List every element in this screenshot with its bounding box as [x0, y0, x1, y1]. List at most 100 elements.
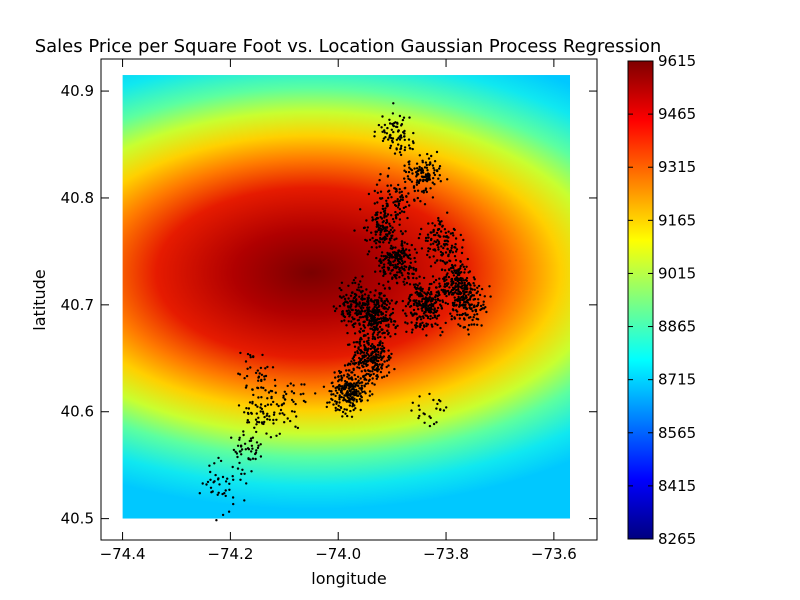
scatter-point [242, 433, 245, 437]
scatter-point [392, 102, 395, 105]
scatter-point [382, 207, 385, 211]
scatter-point [372, 356, 376, 360]
scatter-point [361, 329, 365, 333]
scatter-point [359, 311, 362, 314]
scatter-point [253, 426, 256, 429]
scatter-point [351, 387, 355, 391]
scatter-point [417, 169, 420, 172]
scatter-point [467, 293, 470, 296]
scatter-point [247, 412, 250, 416]
scatter-point [251, 436, 255, 439]
scatter-point [282, 396, 285, 399]
scatter-point [277, 404, 280, 408]
scatter-point [407, 177, 410, 180]
scatter-point [396, 121, 399, 125]
scatter-point [231, 496, 235, 499]
scatter-point [443, 283, 447, 286]
scatter-point [418, 178, 422, 182]
scatter-point [372, 361, 375, 364]
scatter-point [356, 351, 359, 355]
scatter-point [448, 286, 451, 289]
scatter-point [428, 415, 431, 418]
scatter-point [438, 299, 442, 302]
scatter-point [442, 290, 445, 293]
scatter-point [359, 400, 363, 403]
scatter-point [458, 313, 461, 317]
scatter-point [436, 243, 439, 247]
scatter-point [426, 239, 429, 243]
scatter-point [420, 300, 424, 303]
scatter-point [346, 373, 349, 376]
scatter-point [443, 279, 446, 283]
scatter-point [466, 313, 469, 316]
scatter-point [370, 357, 373, 360]
scatter-point [394, 204, 398, 208]
scatter-point [488, 285, 491, 288]
scatter-point [215, 519, 218, 522]
scatter-point [382, 137, 386, 140]
scatter-point [410, 321, 413, 324]
scatter-point [343, 408, 346, 411]
scatter-point [408, 249, 411, 252]
scatter-point [350, 385, 353, 388]
scatter-point [373, 130, 376, 133]
scatter-point [375, 221, 379, 224]
scatter-point [420, 288, 423, 291]
scatter-point [477, 298, 480, 301]
scatter-point [380, 358, 383, 361]
scatter-point [468, 298, 472, 301]
scatter-point [439, 408, 442, 411]
scatter-point [460, 251, 464, 255]
scatter-point [381, 197, 384, 200]
scatter-point [387, 358, 391, 361]
scatter-point [361, 275, 364, 278]
scatter-point [371, 216, 374, 219]
scatter-point [425, 166, 429, 169]
scatter-point [451, 231, 454, 235]
scatter-point [453, 246, 456, 249]
scatter-point [421, 161, 424, 164]
scatter-point [465, 265, 468, 268]
scatter-point [396, 198, 399, 201]
scatter-point [469, 287, 472, 290]
colorbar-tick-label: 8865 [658, 318, 696, 336]
scatter-point [345, 300, 348, 304]
scatter-point [369, 298, 372, 302]
scatter-point [340, 395, 343, 399]
scatter-point [243, 411, 246, 414]
scatter-point [427, 177, 430, 180]
scatter-point [273, 378, 277, 382]
scatter-point [237, 404, 241, 407]
scatter-point [345, 391, 349, 394]
scatter-point [418, 165, 421, 169]
scatter-point [392, 130, 395, 134]
scatter-point [367, 353, 370, 356]
scatter-point [348, 300, 352, 303]
scatter-point [447, 268, 451, 271]
scatter-point [392, 122, 396, 125]
scatter-point [456, 288, 460, 291]
scatter-point [388, 237, 392, 240]
scatter-point [274, 384, 277, 387]
scatter-point [460, 295, 463, 299]
scatter-point [377, 331, 380, 334]
scatter-point [446, 247, 449, 251]
scatter-point [473, 288, 476, 291]
scatter-point [391, 226, 394, 229]
scatter-point [245, 374, 249, 378]
scatter-point [335, 386, 338, 389]
scatter-point [400, 210, 404, 213]
scatter-point [347, 309, 350, 312]
scatter-point [353, 345, 357, 348]
scatter-point [338, 287, 341, 290]
scatter-point [398, 151, 402, 154]
scatter-point [360, 384, 363, 387]
scatter-point [450, 246, 453, 250]
scatter-point [374, 353, 378, 356]
scatter-point [446, 178, 449, 181]
scatter-point [350, 320, 353, 323]
scatter-point [352, 297, 356, 300]
scatter-point [370, 327, 374, 330]
scatter-point [442, 409, 446, 412]
scatter-point [437, 248, 440, 251]
